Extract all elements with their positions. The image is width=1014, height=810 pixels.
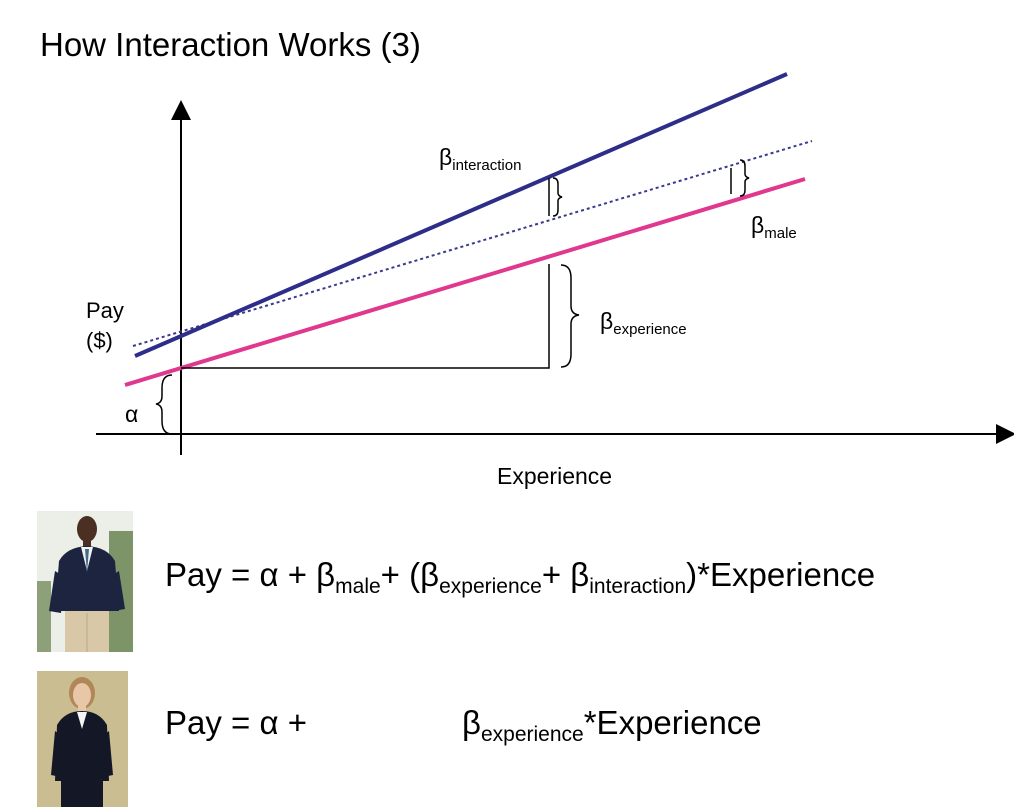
female-equation-sub-experience: experience xyxy=(480,723,584,746)
experience-slope-guide xyxy=(181,264,550,369)
beta-interaction-subscript: interaction xyxy=(452,157,522,174)
page-title: How Interaction Works (3) xyxy=(40,26,421,63)
male-pay-line xyxy=(134,72,788,358)
man-in-suit-photo xyxy=(37,511,133,652)
alpha-label: α xyxy=(125,401,139,427)
female-pay-line xyxy=(124,177,806,387)
beta-experience-subscript: experience xyxy=(613,321,687,338)
alpha-brace xyxy=(155,374,173,435)
male-brace xyxy=(739,159,750,197)
male-equation-part1: Pay = α + β xyxy=(165,556,336,593)
female-equation-beta: β xyxy=(462,704,481,741)
beta-male-symbol: β xyxy=(751,212,765,238)
male-equation-sub-interaction: interaction xyxy=(589,575,687,598)
male-equation-part3: + β xyxy=(541,556,590,593)
male-equation-sub-male: male xyxy=(335,575,381,598)
interaction-brace xyxy=(552,177,563,217)
x-axis-label: Experience xyxy=(497,463,613,489)
beta-interaction-symbol: β xyxy=(439,144,453,170)
beta-interaction-label: βinteraction xyxy=(439,144,522,174)
beta-male-subscript: male xyxy=(764,225,797,242)
y-axis-label: Pay ($) xyxy=(86,296,124,356)
experience-brace xyxy=(560,264,580,368)
y-axis-label-line2: ($) xyxy=(86,328,113,353)
woman-figure-icon xyxy=(37,671,128,807)
male-equation-part2: + (β xyxy=(380,556,440,593)
male-equation-part4: )*Experience xyxy=(686,556,876,593)
male-pay-equation: Pay = α + βmale+ (βexperience+ βinteract… xyxy=(165,558,875,597)
interaction-diagram xyxy=(96,72,1014,455)
male-equation-sub-experience: experience xyxy=(439,575,542,598)
woman-in-suit-photo xyxy=(37,671,128,807)
y-axis-label-line1: Pay xyxy=(86,298,124,323)
beta-male-label: βmale xyxy=(751,212,797,242)
man-figure-icon xyxy=(37,511,133,652)
dotted-reference-line xyxy=(132,140,813,347)
female-equation-tail: *Experience xyxy=(583,704,762,741)
beta-experience-label: βexperience xyxy=(600,308,687,338)
beta-experience-symbol: β xyxy=(600,308,614,334)
female-pay-equation-left: Pay = α + xyxy=(165,704,307,741)
female-pay-equation-right: βexperience*Experience xyxy=(462,706,762,745)
